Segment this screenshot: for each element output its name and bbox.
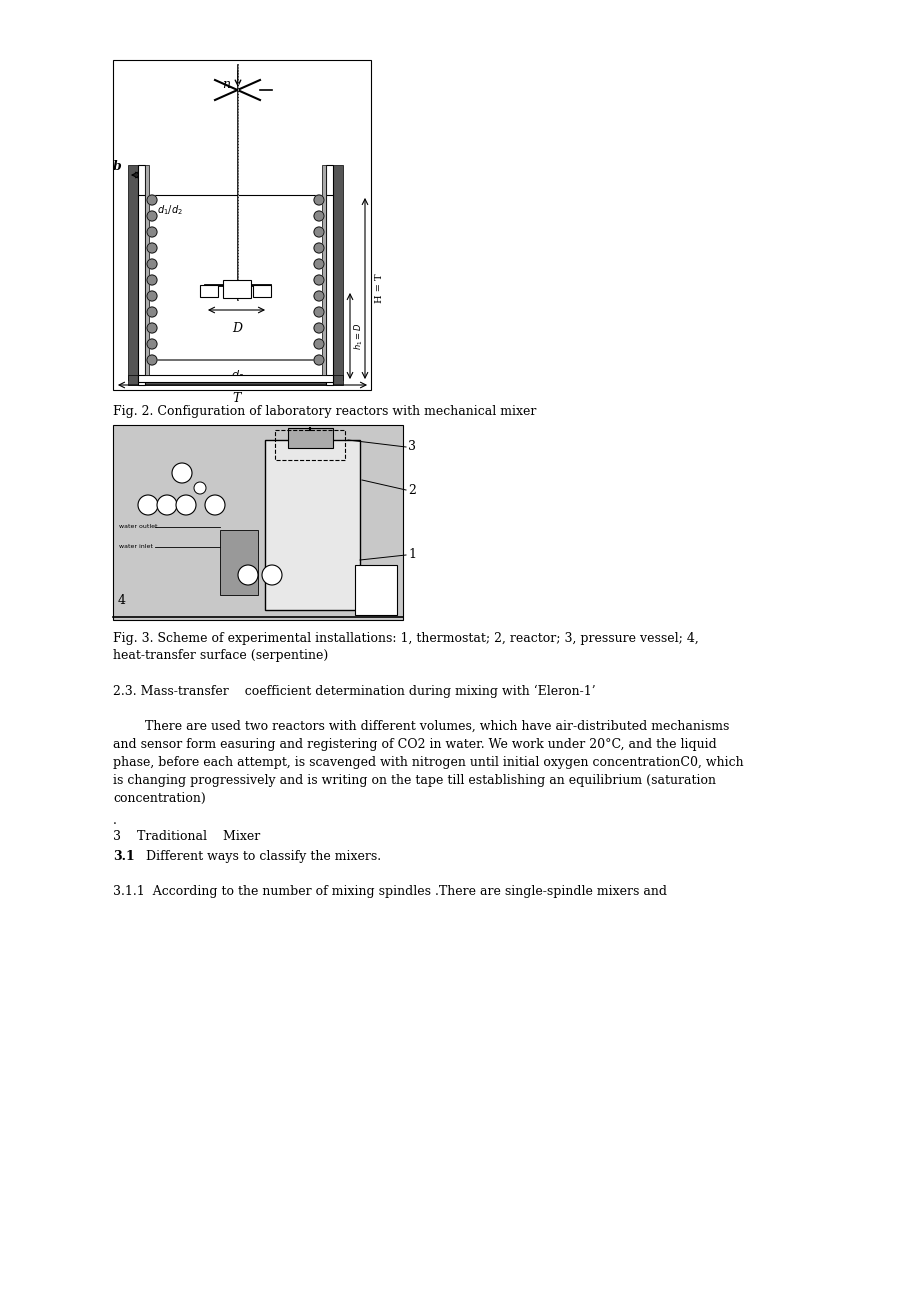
Circle shape xyxy=(238,565,257,585)
Circle shape xyxy=(205,495,225,516)
Text: G2: G2 xyxy=(267,573,276,578)
Circle shape xyxy=(313,275,323,285)
Text: 2: 2 xyxy=(407,483,415,496)
Bar xyxy=(138,375,333,381)
Circle shape xyxy=(313,243,323,253)
Text: T3: T3 xyxy=(210,503,219,508)
Bar xyxy=(220,530,257,595)
Circle shape xyxy=(147,355,157,365)
Text: and sensor form easuring and registering of CO2 in water. We work under 20°C, an: and sensor form easuring and registering… xyxy=(113,738,716,751)
Text: P: P xyxy=(180,470,184,475)
Circle shape xyxy=(147,339,157,349)
Text: Fig. 2. Configuration of laboratory reactors with mechanical mixer: Fig. 2. Configuration of laboratory reac… xyxy=(113,405,536,418)
Text: 2.3. Mass-transfer    coefficient determination during mixing with ‘Eleron-1’: 2.3. Mass-transfer coefficient determina… xyxy=(113,685,595,698)
Bar xyxy=(113,424,403,620)
Circle shape xyxy=(313,292,323,301)
Text: There are used two reactors with different volumes, which have air-distributed m: There are used two reactors with differe… xyxy=(113,720,729,733)
Bar xyxy=(145,165,149,375)
Circle shape xyxy=(138,495,158,516)
Circle shape xyxy=(172,464,192,483)
Text: 4: 4 xyxy=(118,594,126,607)
Text: 3.1.1  According to the number of mixing spindles .There are single-spindle mixe: 3.1.1 According to the number of mixing … xyxy=(113,885,666,898)
Text: 1: 1 xyxy=(407,548,415,561)
Circle shape xyxy=(313,355,323,365)
Text: concentration): concentration) xyxy=(113,792,206,805)
Text: is changing progressively and is writing on the tape till establishing an equili: is changing progressively and is writing… xyxy=(113,773,715,786)
Bar xyxy=(275,430,345,460)
Circle shape xyxy=(147,243,157,253)
Circle shape xyxy=(313,227,323,237)
Text: n: n xyxy=(221,78,230,91)
Circle shape xyxy=(194,482,206,493)
Circle shape xyxy=(157,495,176,516)
Circle shape xyxy=(147,307,157,316)
Text: b: b xyxy=(113,160,121,173)
Text: heat-transfer surface (serpentine): heat-transfer surface (serpentine) xyxy=(113,648,328,661)
Bar xyxy=(138,165,145,385)
Circle shape xyxy=(313,307,323,316)
Bar xyxy=(333,165,343,380)
Bar xyxy=(222,280,251,298)
Circle shape xyxy=(313,259,323,270)
Text: T1: T1 xyxy=(182,503,189,508)
Text: Different ways to classify the mixers.: Different ways to classify the mixers. xyxy=(138,850,380,863)
Text: .: . xyxy=(113,814,117,827)
Text: T4: T4 xyxy=(244,573,252,578)
Text: water outlet: water outlet xyxy=(119,525,157,530)
Bar xyxy=(325,165,333,385)
Text: phase, before each attempt, is scavenged with nitrogen until initial oxygen conc: phase, before each attempt, is scavenged… xyxy=(113,756,743,769)
Text: T: T xyxy=(233,392,241,405)
Circle shape xyxy=(147,211,157,221)
Text: water inlet: water inlet xyxy=(119,544,153,549)
Text: Fig. 3. Scheme of experimental installations: 1, thermostat; 2, reactor; 3, pres: Fig. 3. Scheme of experimental installat… xyxy=(113,631,698,644)
Circle shape xyxy=(147,195,157,204)
Text: $d_s$: $d_s$ xyxy=(231,368,244,381)
Circle shape xyxy=(313,323,323,333)
Bar xyxy=(322,165,325,375)
Text: 3    Traditional    Mixer: 3 Traditional Mixer xyxy=(113,829,260,842)
Circle shape xyxy=(313,195,323,204)
Circle shape xyxy=(147,227,157,237)
Text: G1: G1 xyxy=(163,503,171,508)
Bar xyxy=(199,285,218,297)
Text: 3: 3 xyxy=(407,440,415,453)
Circle shape xyxy=(147,275,157,285)
Bar xyxy=(355,565,397,615)
Circle shape xyxy=(147,259,157,270)
Text: $d_1/d_2$: $d_1/d_2$ xyxy=(157,203,183,217)
Bar xyxy=(113,60,370,391)
Text: H = T: H = T xyxy=(375,273,383,303)
Circle shape xyxy=(262,565,282,585)
Text: $h_1=D$: $h_1=D$ xyxy=(353,322,365,350)
Text: T2: T2 xyxy=(144,503,152,508)
Circle shape xyxy=(313,339,323,349)
Circle shape xyxy=(147,292,157,301)
Text: D: D xyxy=(232,322,242,335)
Bar xyxy=(128,375,343,385)
Bar xyxy=(128,165,138,380)
Bar xyxy=(253,285,271,297)
Bar xyxy=(288,428,333,448)
Circle shape xyxy=(176,495,196,516)
Text: 3.1: 3.1 xyxy=(113,850,134,863)
Bar xyxy=(265,440,359,611)
Circle shape xyxy=(147,323,157,333)
Circle shape xyxy=(313,211,323,221)
